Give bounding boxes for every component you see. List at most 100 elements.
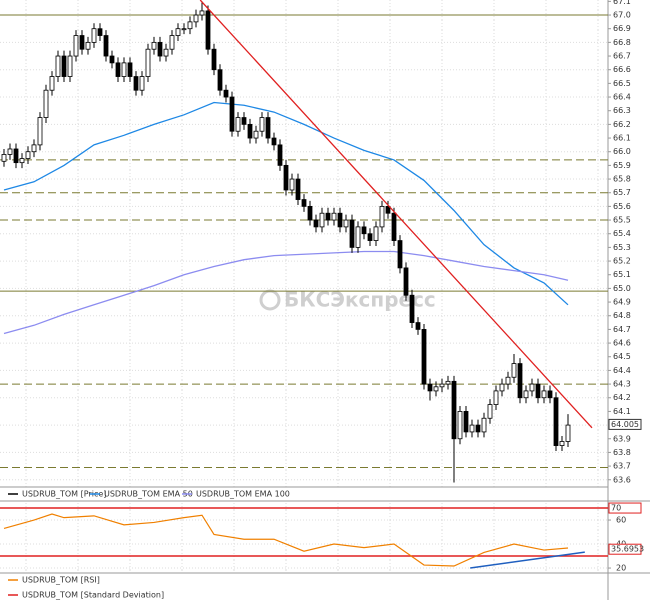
candle-body	[349, 219, 355, 248]
candle-body	[157, 41, 163, 57]
candle-body	[43, 89, 49, 118]
rsi-background	[0, 503, 608, 572]
candle-body	[541, 390, 547, 399]
y-tick-label: 20	[616, 564, 626, 573]
y-tick-label: 64.3	[613, 380, 631, 389]
candle-body	[511, 363, 517, 378]
candle-body	[517, 363, 523, 399]
y-tick-label: 66.8	[613, 38, 631, 47]
y-tick-label: 66.1	[613, 134, 631, 143]
y-tick-label: 65.0	[613, 284, 631, 293]
y-tick-label: 65.7	[613, 188, 631, 197]
candle-body	[61, 55, 67, 77]
candle-body	[175, 28, 181, 36]
candle-body	[505, 376, 511, 385]
candle-body	[271, 137, 277, 146]
candle-body	[547, 390, 553, 399]
candle-body	[7, 148, 13, 155]
y-tick-label: 65.8	[613, 175, 631, 184]
candle-body	[163, 48, 169, 57]
candle-body	[1, 154, 7, 162]
y-tick-label: 65.2	[613, 257, 631, 266]
trend-line	[470, 551, 585, 569]
candle-body	[445, 380, 451, 385]
candle-body	[559, 441, 565, 446]
y-tick-label: 64.8	[613, 311, 631, 320]
candle-body	[73, 35, 79, 57]
candle-body	[529, 383, 535, 392]
candle-body	[331, 212, 337, 221]
legend-label: USDRUB_TOM [Price]	[22, 490, 106, 499]
candle-body	[367, 233, 373, 241]
candle-body	[301, 199, 307, 207]
candle-body	[241, 117, 247, 125]
y-tick-label: 63.8	[613, 448, 631, 457]
candle-body	[199, 10, 205, 16]
candle-body	[91, 28, 97, 43]
candle-body	[439, 383, 445, 388]
candle-body	[145, 48, 151, 77]
y-tick-label: 64.6	[613, 339, 631, 348]
candle-body	[133, 76, 139, 91]
candle-body	[121, 62, 127, 77]
y-tick-label: 66.6	[613, 65, 631, 74]
candle-body	[475, 424, 481, 433]
value-label: 64.005	[611, 420, 639, 429]
candle-body	[265, 117, 271, 139]
candle-body	[295, 178, 301, 200]
y-tick-label: 65.5	[613, 216, 631, 225]
candle-body	[463, 411, 469, 433]
candle-body	[523, 390, 529, 399]
y-tick-label: 66.9	[613, 24, 631, 33]
candle-body	[415, 322, 421, 330]
candle-body	[19, 158, 25, 164]
candle-body	[229, 96, 235, 132]
candle-body	[361, 226, 367, 235]
y-tick-label: 65.9	[613, 161, 631, 170]
candle-body	[337, 212, 343, 228]
value-box	[608, 502, 642, 514]
value-label: 70	[611, 504, 621, 513]
candle-body	[481, 417, 487, 433]
candle-body	[205, 10, 211, 50]
y-tick-label: 67.0	[613, 11, 631, 20]
candle-body	[13, 148, 19, 164]
candle-body	[553, 397, 559, 446]
candle-body	[115, 62, 121, 77]
candle-body	[223, 89, 229, 98]
candle-body	[139, 76, 145, 91]
candle-body	[259, 117, 265, 132]
y-tick-label: 66.5	[613, 79, 631, 88]
y-tick-label: 64.5	[613, 352, 631, 361]
ema-line	[3, 250, 569, 335]
candle-body	[313, 219, 319, 228]
candle-body	[535, 383, 541, 399]
candle-body	[55, 55, 61, 77]
y-tick-label: 64.9	[613, 298, 631, 307]
candle-body	[127, 62, 133, 77]
candle-body	[307, 205, 313, 221]
candle-body	[379, 205, 385, 228]
y-tick-label: 64.2	[613, 393, 631, 402]
candle-body	[421, 329, 427, 385]
value-box	[608, 543, 642, 555]
value-label: 35.6953	[611, 545, 644, 554]
candle-body	[385, 205, 391, 214]
candle-body	[79, 35, 85, 50]
legend-label: USDRUB_TOM EMA 100	[196, 490, 290, 499]
y-tick-label: 66.2	[613, 120, 631, 129]
candle-body	[403, 267, 409, 296]
y-tick-label: 63.7	[613, 462, 631, 471]
candle-body	[253, 130, 259, 139]
candle-body	[373, 226, 379, 241]
candle-body	[103, 35, 109, 57]
candle-body	[499, 383, 505, 392]
y-tick-label: 64.1	[613, 407, 631, 416]
candle-body	[565, 424, 571, 442]
candle-body	[109, 55, 115, 64]
candle-body	[187, 21, 193, 30]
candle-body	[427, 383, 433, 392]
candle-body	[343, 219, 349, 228]
candle-body	[211, 48, 217, 71]
